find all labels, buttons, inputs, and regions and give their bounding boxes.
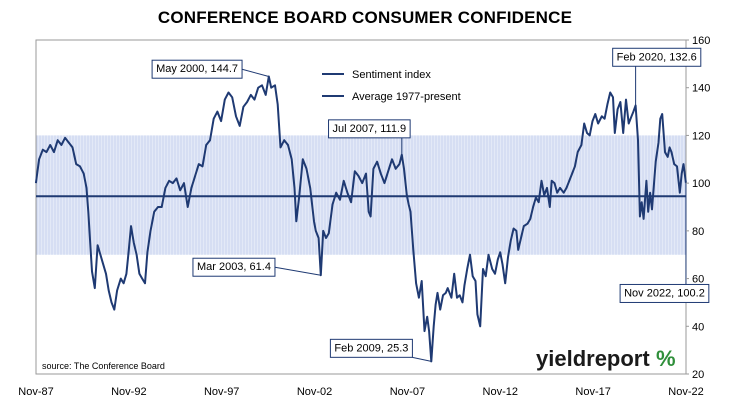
annotation-label: May 2000, 144.7 [156,63,238,75]
y-tick-label: 60 [692,274,704,286]
x-tick-label: Nov-87 [18,386,53,398]
annotation-leader [412,356,432,362]
y-tick-label: 100 [692,178,710,190]
y-tick-label: 40 [692,321,704,333]
y-tick-label: 120 [692,130,710,142]
logo-percent-icon: % [656,346,676,371]
annotation-label: Jul 2007, 111.9 [333,123,407,135]
tick-layer: 20 40 60 80 100 120 140 160 Nov-87 Nov-92 Nov-97 No… [18,35,710,398]
band-layer [36,135,686,255]
logo-text: yieldreport [536,346,650,371]
x-tick-label: Nov-22 [668,386,703,398]
y-tick-label: 160 [692,35,710,47]
x-tick-label: Nov-07 [390,386,425,398]
annotation-box [328,119,411,139]
annotation-box [151,59,243,79]
annotation: Mar 2003, 61.4 [192,257,321,277]
source-note: source: The Conference Board [42,361,165,371]
chart-title: CONFERENCE BOARD CONSUMER CONFIDENCE [157,8,573,27]
annotation-leader [241,68,269,77]
annotation: Feb 2009, 25.3 [329,338,432,362]
x-tick-label: Nov-12 [483,386,518,398]
annotation-label: Nov 2022, 100.2 [624,287,705,299]
annotation: Feb 2020, 132.6 [612,47,702,106]
x-tick-label: Nov-97 [204,386,239,398]
sentiment-line [34,75,687,363]
legend-layer: Sentiment index Average 1977-present [322,69,461,103]
annotation-box [192,257,276,277]
annotation: Nov 2022, 100.2 [619,182,710,303]
x-tick-label: Nov-02 [297,386,332,398]
y-tick-label: 80 [692,226,704,238]
annotation-leader [274,266,321,276]
series-layer [34,75,687,363]
annotation-label: Feb 2009, 25.3 [334,342,408,354]
legend-label: Sentiment index [352,69,431,81]
annotation: May 2000, 144.7 [151,59,269,79]
annotation-label: Feb 2020, 132.6 [617,51,697,63]
y-tick-label: 140 [692,83,710,95]
x-tick-label: Nov-17 [575,386,610,398]
y-tick-label: 20 [692,369,704,381]
annotation: Jul 2007, 111.9 [328,119,411,155]
annotation-layer: May 2000, 144.7 Jul 2007, 111.9 Feb 2020, … [151,47,710,362]
yieldreport-logo: yieldreport % [536,346,676,371]
annotation-label: Mar 2003, 61.4 [197,261,271,273]
legend-label: Average 1977-present [352,91,461,103]
x-tick-label: Nov-92 [111,386,146,398]
annotation-box [619,283,710,303]
annotation-box [612,47,702,67]
annotation-box [329,338,413,358]
